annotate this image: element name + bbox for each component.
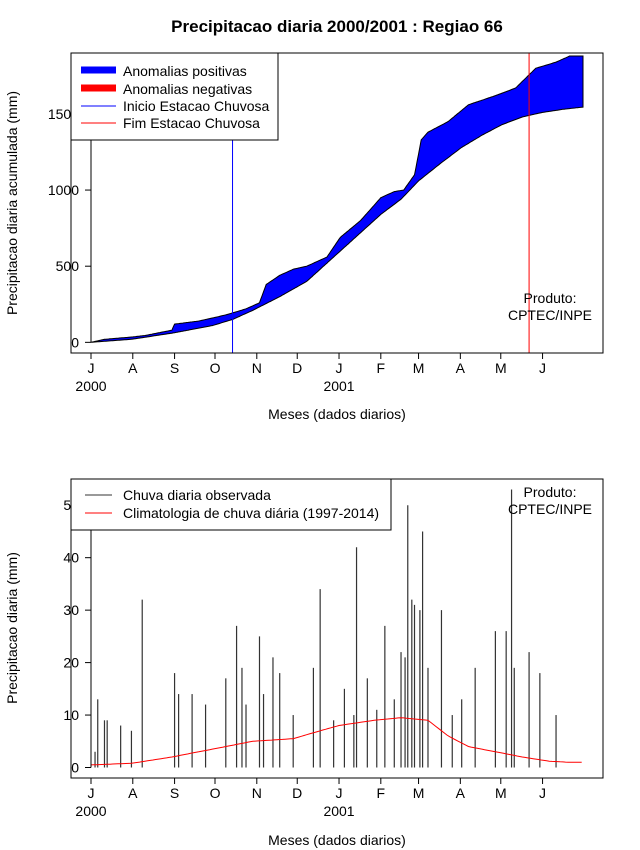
positive-anomaly-area [90, 55, 584, 343]
y-tick-label: 20 [63, 655, 79, 671]
x-tick-label: O [210, 360, 221, 376]
x-tick-label: A [128, 785, 138, 801]
annotation-produto: Produto: [524, 484, 577, 500]
annotation-cptec: CPTEC/INPE [508, 501, 592, 517]
x-tick-label: J [336, 360, 343, 376]
annotation-cptec: CPTEC/INPE [508, 307, 592, 323]
x-tick-label: M [413, 785, 425, 801]
x-tick-label: J [88, 360, 95, 376]
year-label: 2001 [323, 803, 354, 819]
chart-title: Precipitacao diaria 2000/2001 : Regiao 6… [171, 17, 503, 36]
legend-label-climatology: Climatologia de chuva diária (1997-2014) [123, 505, 379, 521]
x-axis: J A S O N D J F M A M J 2000 2001 [75, 777, 546, 819]
y-tick-label: 0 [71, 760, 79, 776]
y-tick-label: 10 [63, 707, 79, 723]
y-tick-label: 500 [56, 258, 80, 274]
y-axis: 01020304050 [63, 497, 92, 776]
legend-box [70, 478, 392, 531]
legend-label-observed: Chuva diaria observada [123, 487, 271, 503]
legend-label-negative: Anomalias negativas [123, 81, 252, 97]
x-tick-label: O [210, 785, 221, 801]
y-tick-label: 40 [63, 550, 79, 566]
x-tick-label: J [539, 360, 546, 376]
x-tick-label: A [456, 360, 466, 376]
x-tick-label: J [336, 785, 343, 801]
x-tick-label: F [377, 785, 386, 801]
year-label: 2001 [323, 378, 354, 394]
x-tick-label: S [170, 360, 179, 376]
legend-label-end: Fim Estacao Chuvosa [123, 115, 260, 131]
year-label: 2000 [75, 803, 106, 819]
x-tick-label: A [456, 785, 466, 801]
x-tick-label: M [495, 785, 507, 801]
legend: Anomalias positivas Anomalias negativas … [70, 52, 279, 141]
y-axis-label: Precipitacao diaria (mm) [4, 552, 20, 704]
year-label: 2000 [75, 378, 106, 394]
x-tick-label: J [539, 785, 546, 801]
annotation-produto: Produto: [524, 290, 577, 306]
x-tick-label: D [292, 785, 302, 801]
anomaly-area [90, 55, 584, 343]
climatology-line [90, 717, 582, 766]
x-tick-label: N [252, 785, 262, 801]
y-tick-label: 0 [71, 334, 79, 350]
x-tick-label: M [413, 360, 425, 376]
y-axis-label: Precipitacao diaria acumulada (mm) [4, 91, 20, 315]
x-tick-label: N [252, 360, 262, 376]
y-tick-label: 30 [63, 602, 79, 618]
x-axis: J A S O N D J F M A M J 2000 2001 [75, 352, 546, 394]
x-axis-label: Meses (dados diarios) [268, 832, 406, 848]
x-axis-label: Meses (dados diarios) [268, 406, 406, 422]
legend: Chuva diaria observada Climatologia de c… [70, 478, 392, 531]
daily-bars [94, 489, 557, 768]
x-tick-label: M [495, 360, 507, 376]
x-tick-label: S [170, 785, 179, 801]
x-tick-label: D [292, 360, 302, 376]
climatology-series-line [90, 717, 582, 766]
legend-label-start: Inicio Estacao Chuvosa [123, 98, 270, 114]
y-tick-label: 1000 [48, 182, 79, 198]
x-tick-label: J [88, 785, 95, 801]
x-tick-label: F [377, 360, 386, 376]
legend-label-positive: Anomalias positivas [123, 63, 247, 79]
x-tick-label: A [128, 360, 138, 376]
